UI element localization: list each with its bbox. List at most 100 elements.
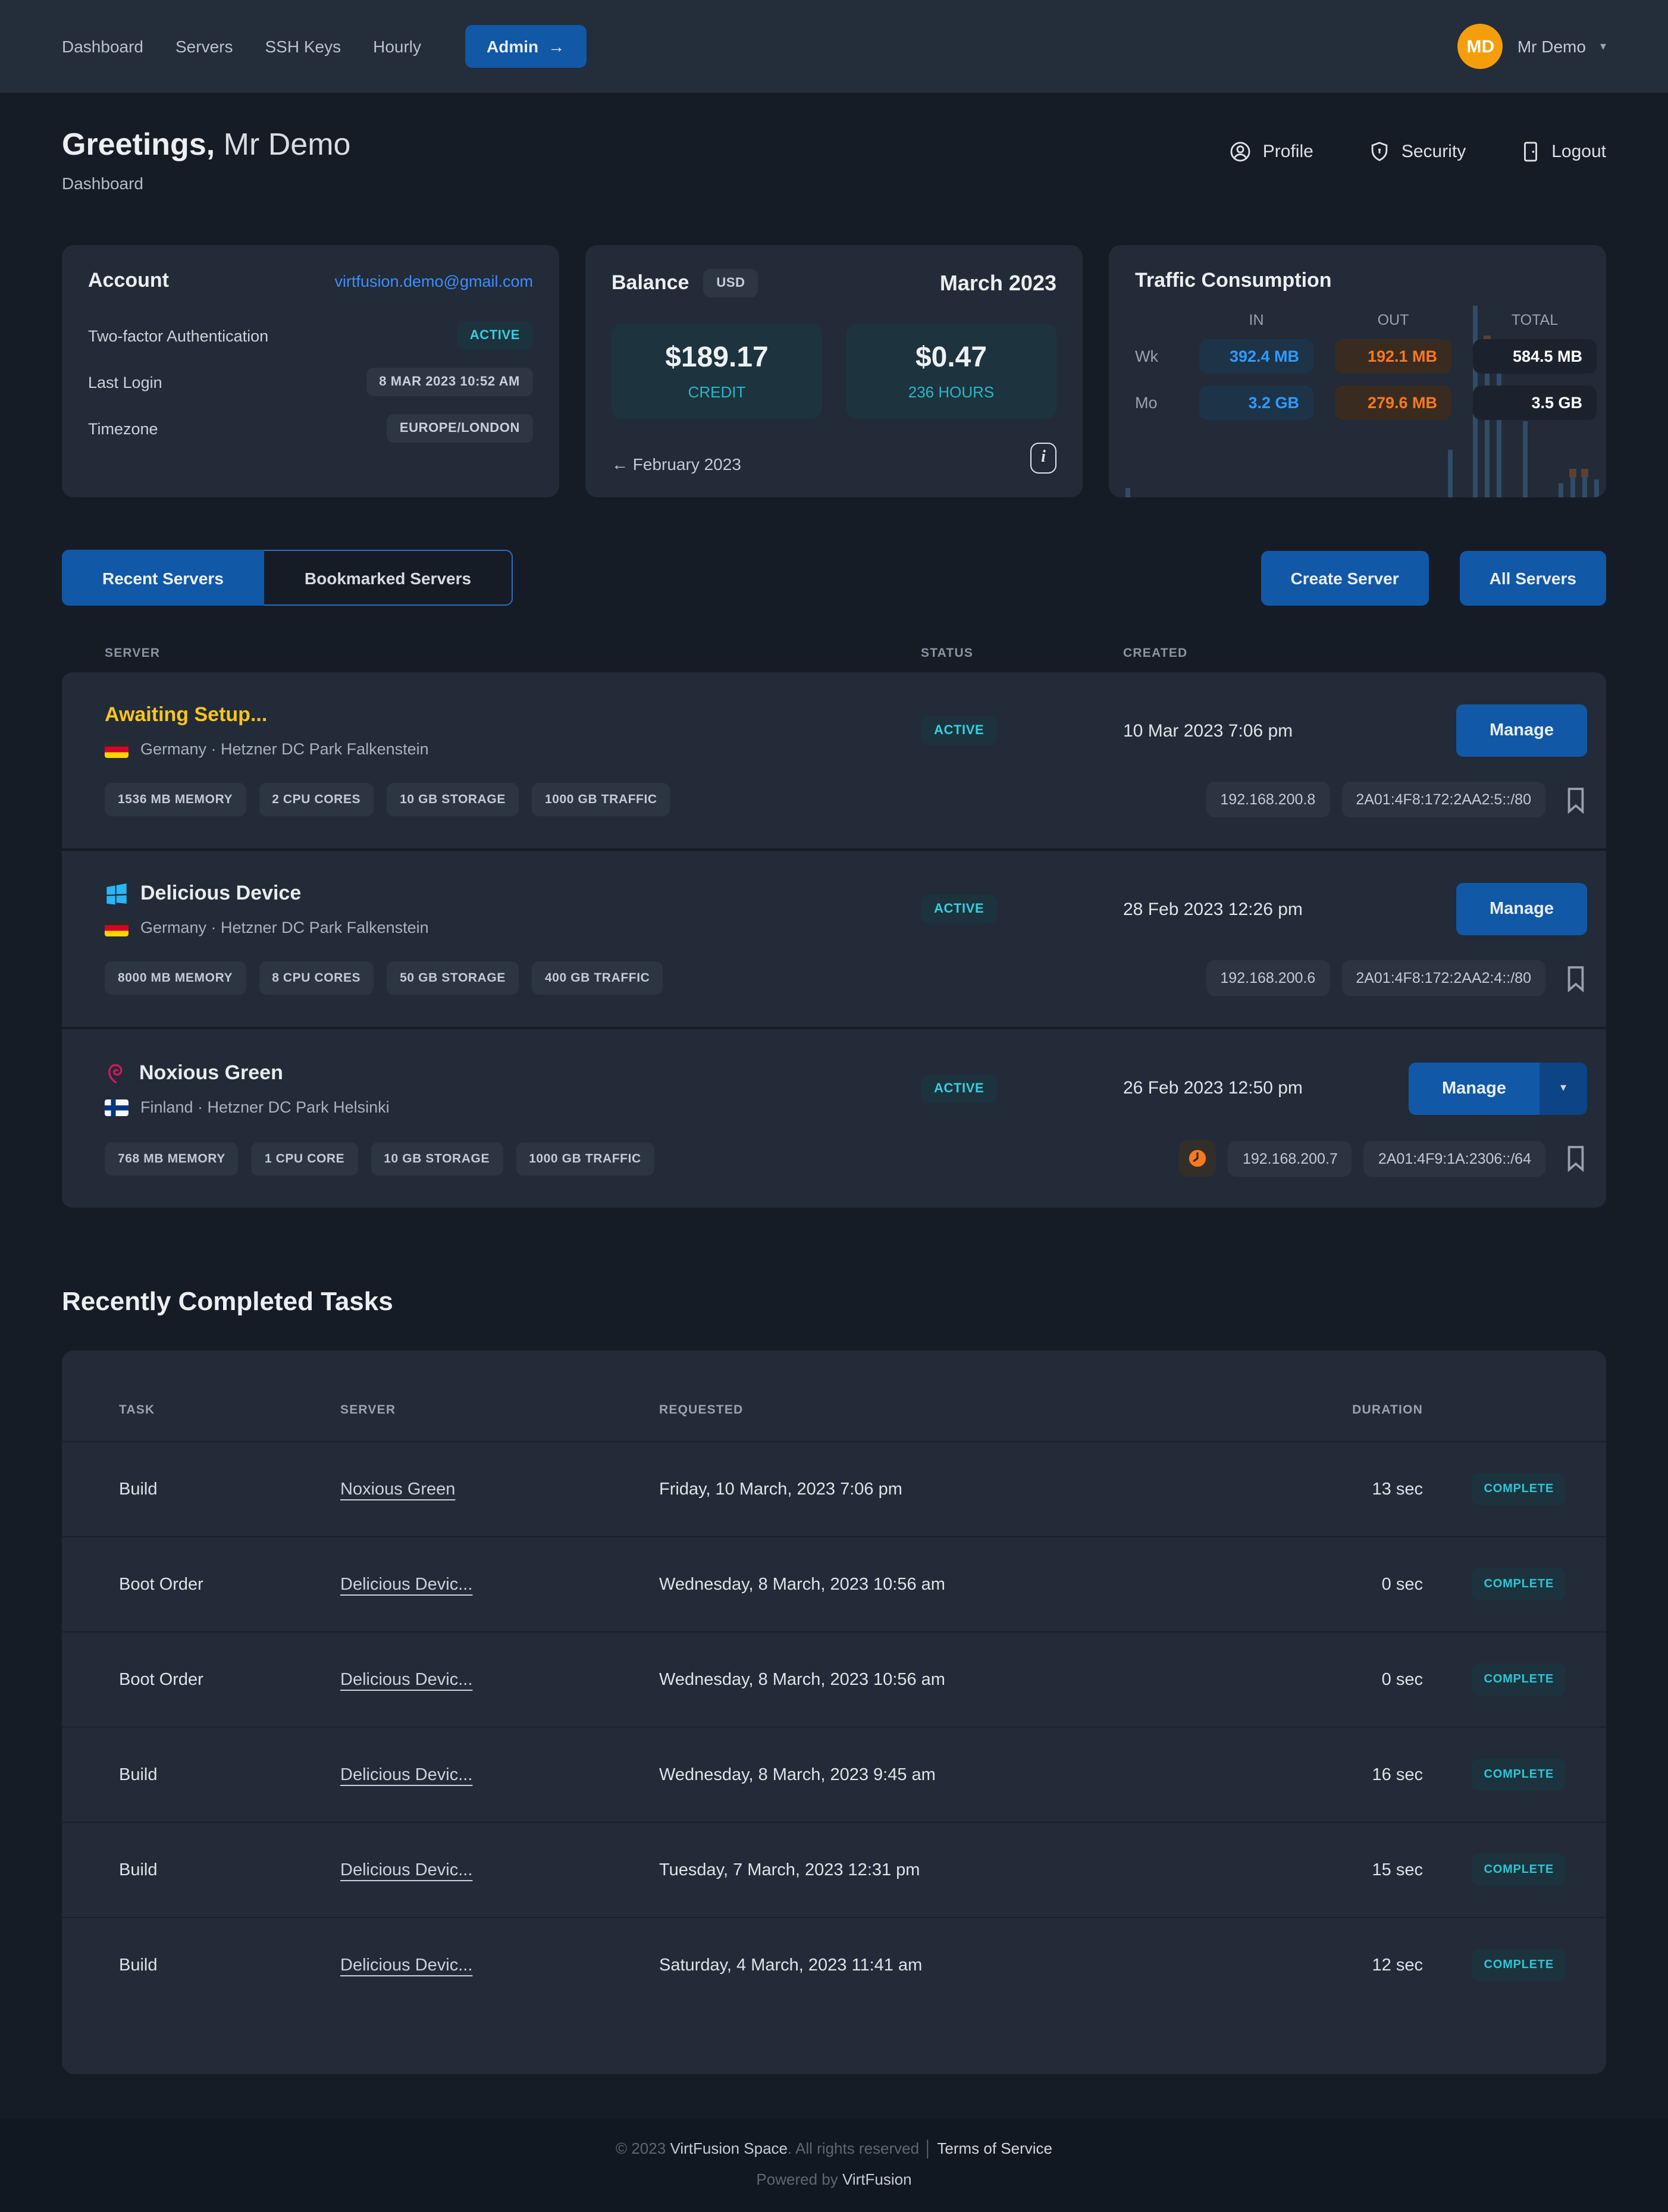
manage-button[interactable]: Manage (1456, 883, 1587, 935)
task-server-link[interactable]: Delicious Devic... (340, 1765, 473, 1784)
task-requested: Wednesday, 8 March, 2023 10:56 am (659, 1575, 945, 1594)
manage-button-group: Manage ▾ (1409, 1062, 1587, 1114)
all-servers-button[interactable]: All Servers (1459, 550, 1606, 605)
task-duration: 15 sec (1372, 1860, 1423, 1879)
account-row-label: Timezone (88, 419, 158, 437)
account-card-title: Account (88, 269, 169, 292)
task-server-link[interactable]: Delicious Devic... (340, 1575, 473, 1594)
terms-of-service-link[interactable]: Terms of Service (937, 2139, 1052, 2157)
manage-button[interactable]: Manage (1409, 1062, 1540, 1114)
task-row: Build Delicious Devic... Wednesday, 8 Ma… (62, 1727, 1606, 1822)
traffic-column-header-total: TOTAL (1511, 312, 1559, 328)
spec-badge: 8 CPU CORES (259, 961, 374, 995)
bookmark-icon[interactable] (1564, 786, 1587, 813)
user-menu[interactable]: MD Mr Demo ▾ (1457, 24, 1606, 69)
task-row: Boot Order Delicious Devic... Wednesday,… (62, 1631, 1606, 1727)
quick-actions: Profile Security Logout (1230, 140, 1606, 163)
task-requested: Tuesday, 7 March, 2023 12:31 pm (659, 1860, 920, 1879)
task-server-link[interactable]: Delicious Devic... (340, 1860, 473, 1879)
tab-recent-servers[interactable]: Recent Servers (62, 550, 264, 606)
traffic-card: Traffic Consumption IN OUT TOTAL Wk 392.4 MB… (1109, 245, 1606, 497)
spec-badge: 8000 MB MEMORY (105, 961, 246, 995)
status-badge: ACTIVE (921, 1074, 998, 1102)
info-icon[interactable]: i (1030, 443, 1056, 474)
quick-action-security[interactable]: Security (1368, 140, 1466, 163)
task-duration: 0 sec (1381, 1575, 1423, 1594)
greeting-word: Greetings, (62, 126, 215, 162)
nav-link-ssh-keys[interactable]: SSH Keys (265, 37, 341, 56)
task-requested: Wednesday, 8 March, 2023 10:56 am (659, 1670, 945, 1689)
manage-dropdown-toggle[interactable]: ▾ (1540, 1062, 1587, 1114)
ip-address-badge: 192.168.200.7 (1228, 1141, 1352, 1176)
manage-button-group: Manage (1421, 883, 1587, 935)
spec-badge: 10 GB STORAGE (371, 1142, 503, 1175)
tasks-column-header-server: SERVER (340, 1403, 396, 1417)
server-created-date: 26 Feb 2023 12:50 pm (1123, 1078, 1303, 1098)
balance-period: March 2023 (939, 271, 1056, 294)
spec-badge: 1000 GB TRAFFIC (531, 783, 670, 816)
bookmark-icon[interactable] (1564, 1145, 1587, 1172)
avatar: MD (1457, 24, 1503, 69)
admin-button-label: Admin (487, 37, 539, 56)
quick-action-logout[interactable]: Logout (1520, 140, 1606, 163)
server-specs: 768 MB MEMORY 1 CPU CORE 10 GB STORAGE 1000… (105, 1142, 654, 1175)
task-server-link[interactable]: Delicious Devic... (340, 1670, 473, 1689)
ip-address-badge: 2A01:4F9:1A:2306::/64 (1363, 1141, 1545, 1176)
tasks-column-header-task: TASK (119, 1403, 155, 1417)
nav-link-servers[interactable]: Servers (175, 37, 233, 56)
server-ips: 192.168.200.6 2A01:4F8:172:2AA2:4::/80 (1206, 960, 1587, 996)
powered-by-brand-link[interactable]: VirtFusion (842, 2170, 912, 2188)
tasks-column-header-duration: DURATION (1352, 1403, 1423, 1417)
traffic-card-title: Traffic Consumption (1135, 269, 1332, 292)
status-badge: ACTIVE (921, 716, 998, 745)
account-row-value-badge: ACTIVE (456, 321, 533, 350)
server-created-date: 10 Mar 2023 7:06 pm (1123, 720, 1293, 741)
ip-address-badge: 192.168.200.6 (1206, 960, 1330, 996)
previous-month-link[interactable]: ← February 2023 (612, 455, 741, 474)
status-badge: ACTIVE (921, 895, 998, 923)
breadcrumb: Dashboard (62, 174, 143, 193)
quick-action-profile[interactable]: Profile (1230, 140, 1313, 163)
traffic-row-label: Mo (1135, 394, 1158, 412)
footer-brand: VirtFusion Space (670, 2139, 788, 2157)
top-navbar: Dashboard Servers SSH Keys Hourly Admin → M… (0, 0, 1668, 93)
task-name: Build (119, 1860, 158, 1879)
spec-badge: 10 GB STORAGE (387, 783, 519, 816)
task-server-link[interactable]: Delicious Devic... (340, 1956, 473, 1975)
server-name-link[interactable]: Noxious Green (139, 1061, 283, 1083)
traffic-in-value: 3.2 GB (1199, 386, 1313, 420)
task-name: Build (119, 1765, 158, 1784)
tasks-table-header: TASK SERVER REQUESTED DURATION (62, 1403, 1606, 1441)
bookmark-icon[interactable] (1564, 964, 1587, 992)
task-duration: 0 sec (1381, 1670, 1423, 1689)
nav-link-dashboard[interactable]: Dashboard (62, 37, 143, 56)
task-status-badge: COMPLETE (1472, 1759, 1566, 1791)
quick-action-label: Logout (1551, 142, 1606, 162)
server-tabs: Recent Servers Bookmarked Servers (62, 550, 513, 606)
nav-link-hourly[interactable]: Hourly (373, 37, 422, 56)
admin-button[interactable]: Admin → (465, 25, 587, 68)
server-row: Awaiting Setup... Germany · Hetzner DC P… (62, 672, 1606, 848)
server-name-link[interactable]: Awaiting Setup... (105, 703, 268, 726)
page-title: Greetings, Mr Demo (62, 126, 350, 163)
task-server-link[interactable]: Noxious Green (340, 1480, 456, 1499)
footer-divider: │ (923, 2139, 933, 2157)
manage-button[interactable]: Manage (1456, 704, 1587, 757)
create-server-button[interactable]: Create Server (1261, 550, 1429, 605)
task-requested: Wednesday, 8 March, 2023 9:45 am (659, 1765, 936, 1784)
windows-os-icon (105, 882, 128, 906)
debian-os-icon (105, 1060, 127, 1085)
task-name: Build (119, 1480, 158, 1499)
manage-button-group: Manage (1421, 704, 1587, 757)
balance-box-label: 236 HOURS (908, 383, 995, 401)
traffic-column-header-out: OUT (1377, 312, 1409, 328)
spec-badge: 400 GB TRAFFIC (531, 961, 663, 995)
chevron-down-icon: ▾ (1600, 40, 1606, 53)
server-ips: 192.168.200.8 2A01:4F8:172:2AA2:5::/80 (1206, 782, 1587, 817)
server-name-link[interactable]: Delicious Device (140, 882, 302, 904)
tab-bookmarked-servers[interactable]: Bookmarked Servers (264, 550, 513, 606)
server-list-headers: SERVER STATUS CREATED (62, 646, 1606, 660)
logout-icon (1520, 140, 1541, 163)
account-email-link[interactable]: virtfusion.demo@gmail.com (334, 272, 533, 290)
country-flag-icon (105, 741, 128, 757)
